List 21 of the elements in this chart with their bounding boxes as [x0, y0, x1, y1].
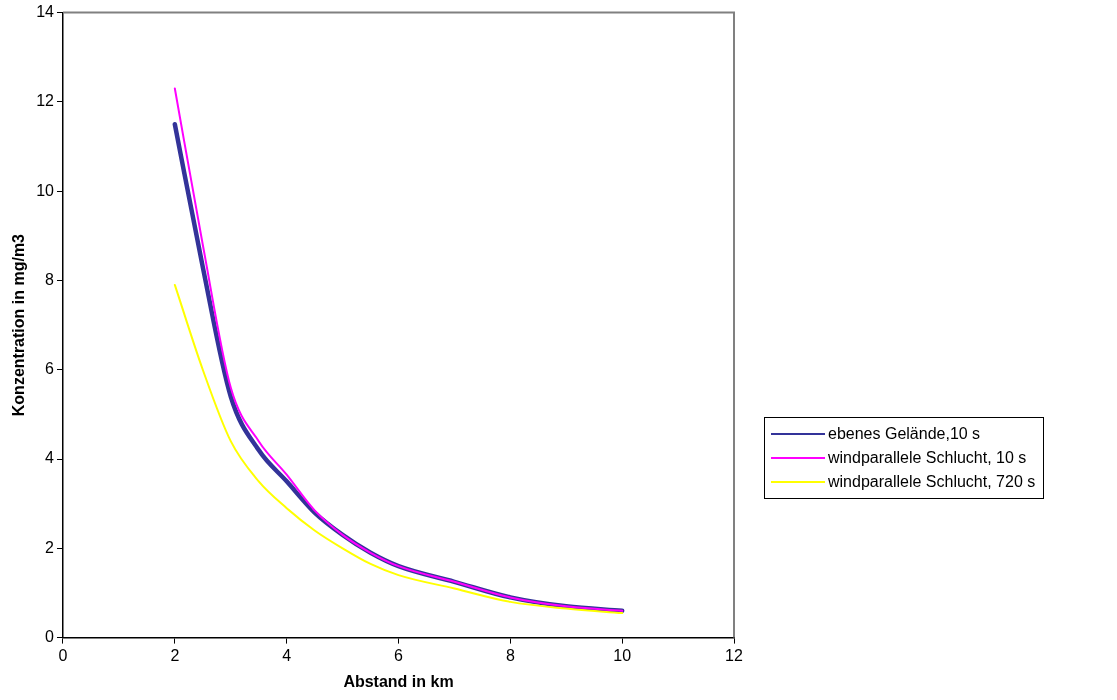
x-tick-label: 0	[58, 646, 68, 664]
x-tick-label: 8	[505, 646, 515, 664]
x-tick-label: 6	[394, 646, 404, 664]
x-tick-label: 2	[170, 646, 180, 664]
y-tick-label: 6	[45, 360, 55, 378]
legend-label: windparallele Schlucht, 10 s	[828, 449, 1027, 467]
legend-label: ebenes Gelände,10 s	[828, 425, 981, 443]
line-series	[173, 283, 624, 615]
y-tick-label: 12	[36, 92, 55, 110]
y-tick-label: 10	[36, 181, 55, 199]
x-axis-title: Abstand in km	[343, 672, 454, 690]
y-tick-label: 2	[45, 538, 55, 556]
y-axis-title: Konzentration in mg/m3	[10, 233, 28, 417]
x-tick-label: 12	[725, 646, 743, 664]
legend-label: windparallele Schlucht, 720 s	[828, 473, 1036, 491]
x-tick-label: 4	[282, 646, 292, 664]
y-tick-label: 14	[36, 3, 55, 21]
y-tick-label: 4	[45, 449, 55, 467]
x-tick-label: 10	[613, 646, 632, 664]
y-tick-label: 0	[45, 628, 55, 646]
y-tick-label: 8	[45, 270, 55, 288]
